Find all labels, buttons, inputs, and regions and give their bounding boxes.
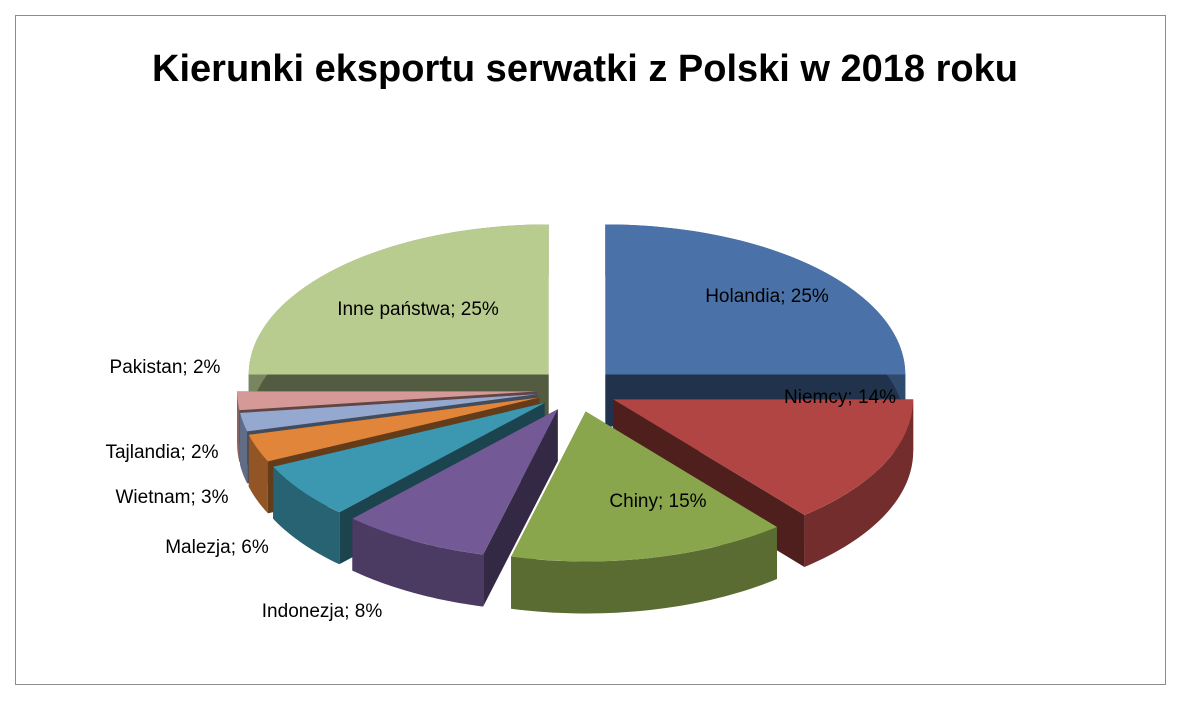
data-label: Wietnam; 3% [116, 487, 229, 508]
slice-wall [352, 518, 484, 607]
label-category: Wietnam [116, 487, 191, 508]
slice [248, 397, 540, 462]
label-category: Niemcy [784, 387, 848, 408]
chart-frame [15, 15, 1166, 685]
slice [273, 402, 545, 513]
label-separator: ; [847, 387, 858, 408]
slice-wall [240, 412, 248, 484]
data-label: Inne państwa; 25% [337, 299, 499, 320]
slice [240, 394, 538, 432]
label-separator: ; [780, 286, 791, 307]
label-separator: ; [658, 491, 669, 512]
label-value: 25% [461, 299, 499, 320]
slice-wall [511, 527, 777, 614]
slice-wall [237, 391, 240, 463]
label-value: 8% [355, 601, 383, 622]
slice [511, 411, 777, 614]
data-label: Chiny; 15% [609, 491, 706, 512]
label-category: Pakistan [110, 357, 183, 378]
label-separator: ; [180, 442, 191, 463]
data-label: Tajlandia; 2% [105, 442, 218, 463]
slice-wall [273, 466, 340, 565]
label-category: Holandia [705, 286, 780, 307]
label-separator: ; [182, 357, 193, 378]
label-value: 14% [858, 387, 896, 408]
label-category: Chiny [609, 491, 658, 512]
label-value: 25% [791, 286, 829, 307]
label-separator: ; [190, 487, 201, 508]
label-category: Malezja [165, 537, 231, 558]
slice-wall [248, 434, 268, 514]
slice [248, 224, 549, 375]
chart-title: Kierunki eksportu serwatki z Polski w 20… [152, 48, 1018, 90]
label-separator: ; [231, 537, 242, 558]
label-value: 3% [201, 487, 229, 508]
label-separator: ; [344, 601, 355, 622]
label-value: 2% [191, 442, 219, 463]
label-category: Indonezja [262, 601, 345, 622]
data-label: Indonezja; 8% [262, 601, 383, 622]
slice [237, 391, 538, 411]
slice [605, 224, 906, 375]
label-value: 15% [669, 491, 707, 512]
data-label: Niemcy; 14% [784, 387, 896, 408]
label-value: 2% [193, 357, 221, 378]
data-label: Malezja; 6% [165, 537, 269, 558]
slice-wall [804, 399, 914, 567]
data-label: Holandia; 25% [705, 286, 829, 307]
data-label: Pakistan; 2% [110, 357, 221, 378]
label-value: 6% [241, 537, 269, 558]
slice [352, 409, 558, 555]
slice [352, 409, 558, 607]
slice [511, 411, 777, 562]
label-separator: ; [450, 299, 461, 320]
label-category: Tajlandia [105, 442, 180, 463]
slice [613, 399, 914, 515]
label-category: Inne państwa [337, 299, 450, 320]
